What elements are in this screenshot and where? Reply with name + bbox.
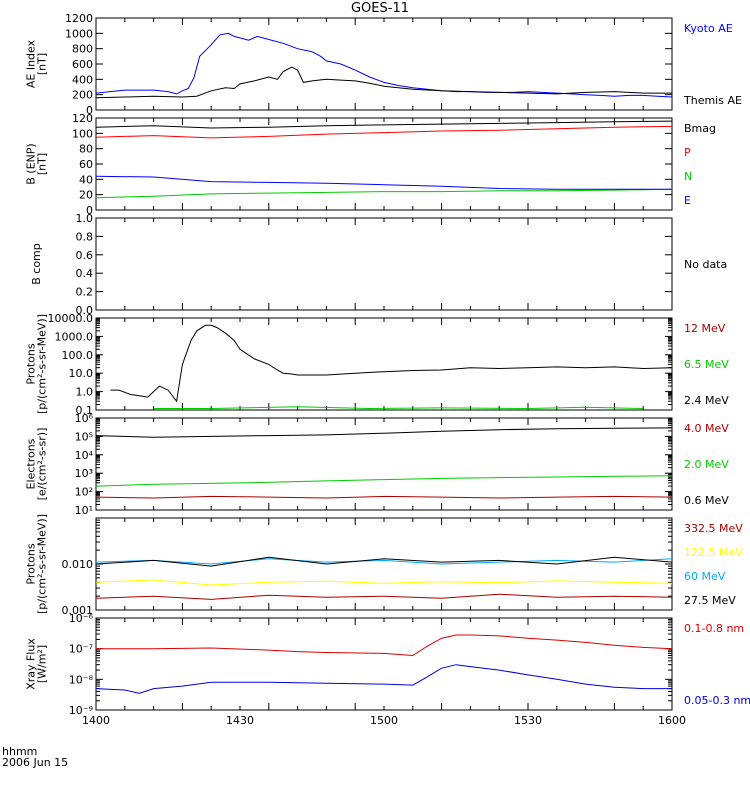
y-tick-label: 10³ bbox=[75, 467, 93, 480]
legend-label: 0.05-0.3 nm bbox=[684, 694, 750, 707]
y-tick-label: 1000.0 bbox=[55, 330, 94, 343]
y-tick-label: 10000.0 bbox=[48, 312, 94, 325]
legend-label: 122.5 MeV bbox=[684, 546, 743, 559]
legend-label: 2.0 MeV bbox=[684, 458, 729, 471]
y-axis-label: [e/(cm²-s-sr)] bbox=[36, 428, 49, 501]
plot-title: GOES-11 bbox=[351, 1, 409, 16]
legend-label: Themis AE bbox=[683, 94, 742, 107]
y-tick-label: 0.010 bbox=[62, 558, 94, 571]
y-axis-label: [W/m²] bbox=[36, 645, 49, 683]
legend-label: Bmag bbox=[684, 122, 716, 135]
legend-label: 332.5 MeV bbox=[684, 522, 743, 535]
y-tick-label: 10⁶ bbox=[75, 412, 94, 425]
y-axis-label: [nT] bbox=[36, 53, 49, 75]
panel-5: 0.0010.010Protons[p/(cm²-s-sr-MeV)]332.5… bbox=[25, 514, 744, 617]
legend-label: N bbox=[684, 170, 692, 183]
y-axis-label: B comp bbox=[30, 243, 43, 285]
legend-label: 0.6 MeV bbox=[684, 494, 729, 507]
legend-label: Kyoto AE bbox=[684, 22, 733, 35]
y-tick-label: 1200 bbox=[65, 12, 93, 25]
panel-frame bbox=[96, 118, 672, 210]
series-line bbox=[96, 126, 672, 137]
y-tick-label: 10¹ bbox=[75, 504, 93, 517]
y-axis-label: [p/(cm²-s-sr-MeV)] bbox=[36, 514, 49, 614]
y-tick-label: 10² bbox=[75, 486, 93, 499]
y-tick-label: 10⁻⁶ bbox=[69, 612, 94, 625]
series-line bbox=[96, 189, 672, 197]
y-tick-label: 10⁵ bbox=[75, 430, 93, 443]
y-tick-label: 0.2 bbox=[76, 286, 94, 299]
legend-label: 4.0 MeV bbox=[684, 422, 729, 435]
series-line bbox=[96, 176, 672, 189]
y-tick-label: 10⁻⁷ bbox=[69, 643, 93, 656]
x-tick-label: 1530 bbox=[514, 714, 542, 727]
legend-label: P bbox=[684, 146, 691, 159]
legend-label: 2.4 MeV bbox=[684, 394, 729, 407]
y-tick-label: 20 bbox=[79, 189, 93, 202]
y-tick-label: 80 bbox=[79, 143, 93, 156]
legend-label: 12 MeV bbox=[684, 322, 726, 335]
panel-4: 10¹10²10³10⁴10⁵10⁶Electrons[e/(cm²-s-sr)… bbox=[25, 412, 730, 517]
y-tick-label: 1.0 bbox=[76, 386, 94, 399]
y-tick-label: 200 bbox=[72, 89, 93, 102]
y-tick-label: 100 bbox=[72, 127, 93, 140]
x-tick-label: 1430 bbox=[226, 714, 254, 727]
legend-label: 27.5 MeV bbox=[684, 594, 736, 607]
series-line bbox=[96, 496, 672, 498]
series-line bbox=[96, 594, 672, 599]
x-tick-label: 1400 bbox=[82, 714, 110, 727]
legend-label: 60 MeV bbox=[684, 570, 726, 583]
y-tick-label: 40 bbox=[79, 173, 93, 186]
y-tick-label: 0.4 bbox=[76, 267, 94, 280]
y-tick-label: 0.8 bbox=[76, 230, 94, 243]
legend-label: 0.1-0.8 nm bbox=[684, 622, 744, 635]
series-line bbox=[96, 33, 672, 97]
series-line bbox=[96, 476, 672, 486]
y-tick-label: 1000 bbox=[65, 27, 93, 40]
y-tick-label: 600 bbox=[72, 58, 93, 71]
no-data-note: No data bbox=[684, 258, 727, 271]
y-axis-label: [nT] bbox=[36, 153, 49, 175]
y-tick-label: 400 bbox=[72, 73, 93, 86]
panel-frame bbox=[96, 18, 672, 110]
panel-frame bbox=[96, 618, 672, 710]
legend-label: 6.5 MeV bbox=[684, 358, 729, 371]
y-tick-label: 100.0 bbox=[62, 349, 94, 362]
panel-3: 0.11.010.0100.01000.010000.0Protons[p/(c… bbox=[25, 312, 730, 417]
y-axis-label: [p/(cm²-s-sr-MeV)] bbox=[36, 314, 49, 414]
y-tick-label: 0.6 bbox=[76, 249, 94, 262]
y-tick-label: 60 bbox=[79, 158, 93, 171]
series-line bbox=[110, 325, 672, 401]
series-line bbox=[96, 428, 672, 437]
x-tick-label: 1500 bbox=[370, 714, 398, 727]
y-tick-label: 10⁴ bbox=[75, 449, 94, 462]
y-tick-label: 800 bbox=[72, 43, 93, 56]
footer-date: 2006 Jun 15 bbox=[2, 756, 68, 769]
x-tick-label: 1600 bbox=[658, 714, 686, 727]
legend-label: E bbox=[684, 194, 691, 207]
y-tick-label: 120 bbox=[72, 112, 93, 125]
series-line bbox=[96, 580, 672, 585]
series-line bbox=[154, 407, 644, 409]
panel-frame bbox=[96, 218, 672, 310]
y-tick-label: 10.0 bbox=[69, 367, 94, 380]
series-line bbox=[96, 665, 672, 694]
series-line bbox=[96, 635, 672, 656]
y-tick-label: 1.0 bbox=[76, 212, 94, 225]
y-tick-label: 10⁻⁸ bbox=[69, 673, 94, 686]
